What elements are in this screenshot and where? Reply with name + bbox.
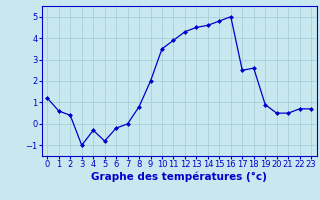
X-axis label: Graphe des températures (°c): Graphe des températures (°c) xyxy=(91,172,267,182)
